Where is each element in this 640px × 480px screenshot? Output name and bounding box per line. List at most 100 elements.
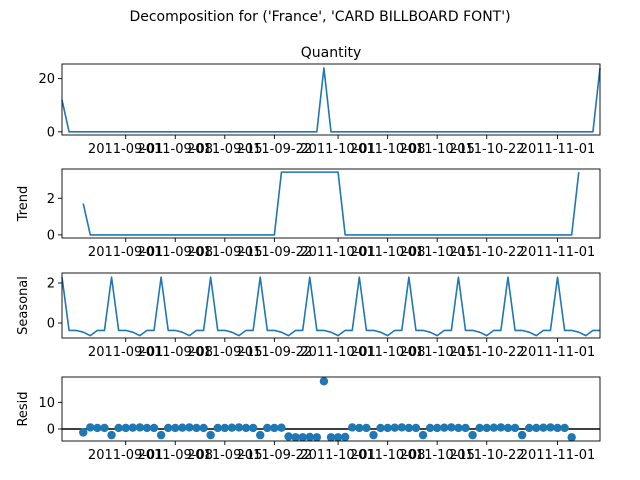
resid-point bbox=[107, 430, 116, 440]
observed-title: Quantity bbox=[301, 45, 362, 61]
resid-point bbox=[213, 423, 222, 433]
resid-xtick-label: 2011-10-22 bbox=[449, 448, 525, 463]
seasonal-ytick-label: 0 bbox=[47, 317, 55, 332]
resid-point bbox=[206, 430, 215, 440]
resid-point bbox=[418, 430, 428, 440]
observed-xtick-label: 2011-10-22 bbox=[449, 142, 525, 157]
resid-point bbox=[461, 423, 470, 433]
seasonal-xtick-label: 2011-09-22 bbox=[237, 345, 313, 360]
seasonal-xtick-label: 2011-10-08 bbox=[350, 345, 426, 360]
resid-point bbox=[156, 430, 166, 440]
resid-point bbox=[475, 423, 484, 433]
resid-point bbox=[305, 432, 314, 442]
trend-xtick-label: 2011-11-01 bbox=[520, 245, 596, 260]
resid-point bbox=[234, 423, 244, 432]
resid-point bbox=[114, 423, 123, 433]
trend-ytick-label: 2 bbox=[47, 192, 55, 207]
resid-axes-frame bbox=[61, 376, 601, 442]
observed-xtick-label: 2011-09-01 bbox=[88, 142, 164, 157]
resid-point bbox=[340, 432, 350, 442]
resid-point bbox=[312, 433, 322, 442]
seasonal-xtick-label: 2011-10-15 bbox=[399, 345, 475, 360]
resid-point bbox=[100, 423, 109, 433]
resid-point bbox=[489, 423, 499, 432]
resid-point bbox=[121, 423, 130, 433]
resid-point bbox=[553, 423, 562, 433]
resid-point bbox=[270, 423, 279, 433]
figure-suptitle: Decomposition for ('France', 'CARD BILLB… bbox=[129, 9, 510, 25]
resid-point bbox=[277, 423, 286, 432]
resid-point bbox=[411, 423, 421, 433]
seasonal-xtick-label: 2011-09-15 bbox=[187, 345, 263, 360]
resid-point bbox=[567, 433, 576, 442]
resid-point bbox=[425, 423, 435, 433]
resid-point bbox=[447, 423, 456, 432]
resid-point bbox=[178, 423, 187, 432]
trend-ytick-label: 0 bbox=[47, 228, 55, 243]
resid-point bbox=[185, 423, 194, 432]
resid-xtick-label: 2011-09-15 bbox=[187, 448, 263, 463]
resid-point bbox=[227, 423, 237, 432]
observed-xtick-label: 2011-10-08 bbox=[350, 142, 426, 157]
resid-point bbox=[220, 423, 230, 433]
resid-point bbox=[468, 430, 477, 440]
resid-point bbox=[390, 423, 399, 432]
resid-point bbox=[333, 433, 343, 442]
resid-point bbox=[496, 423, 506, 432]
resid-point bbox=[163, 423, 173, 433]
resid-point bbox=[362, 423, 371, 433]
trend-xtick-label: 2011-10-01 bbox=[300, 245, 376, 260]
trend-panel: Trend022011-09-012011-09-082011-09-15201… bbox=[16, 168, 601, 260]
resid-xtick-label: 2011-09-01 bbox=[88, 448, 164, 463]
resid-point bbox=[171, 423, 180, 433]
resid-point bbox=[546, 423, 555, 432]
resid-point bbox=[326, 433, 336, 442]
resid-point bbox=[432, 423, 442, 433]
resid-ytick-label: 10 bbox=[38, 396, 55, 411]
seasonal-ytick-label: 2 bbox=[47, 277, 55, 292]
resid-point bbox=[284, 432, 293, 441]
resid-xtick-label: 2011-11-01 bbox=[520, 448, 596, 463]
trend-series-line bbox=[82, 171, 580, 236]
resid-point bbox=[199, 423, 208, 433]
resid-point bbox=[517, 430, 527, 440]
resid-point bbox=[248, 423, 258, 433]
observed-ytick-label: 0 bbox=[47, 125, 55, 140]
resid-ylabel: Resid bbox=[16, 391, 31, 426]
trend-xtick-label: 2011-10-22 bbox=[449, 245, 525, 260]
seasonal-xtick-label: 2011-11-01 bbox=[520, 345, 596, 360]
observed-xtick-label: 2011-11-01 bbox=[520, 142, 596, 157]
trend-ylabel: Trend bbox=[16, 186, 31, 223]
observed-ytick-label: 20 bbox=[38, 72, 55, 87]
resid-point bbox=[319, 377, 329, 386]
resid-point bbox=[263, 423, 272, 433]
observed-xtick-label: 2011-09-15 bbox=[187, 142, 263, 157]
resid-point bbox=[79, 428, 88, 437]
resid-point bbox=[135, 423, 145, 432]
trend-axes-frame bbox=[61, 168, 601, 239]
resid-xtick-label: 2011-10-08 bbox=[350, 448, 426, 463]
resid-ytick-label: 0 bbox=[47, 423, 55, 438]
trend-xtick-label: 2011-09-15 bbox=[187, 245, 263, 260]
panels-group: Quantity0202011-09-012011-09-082011-09-1… bbox=[16, 45, 601, 463]
resid-point bbox=[291, 433, 300, 442]
resid-point bbox=[454, 423, 463, 433]
resid-point bbox=[525, 423, 534, 433]
resid-point bbox=[128, 423, 137, 432]
resid-point bbox=[256, 430, 265, 440]
resid-point bbox=[539, 423, 548, 432]
seasonal-xtick-label: 2011-10-22 bbox=[449, 345, 525, 360]
resid-panel: Resid0102011-09-012011-09-082011-09-1520… bbox=[16, 376, 601, 463]
resid-point bbox=[369, 430, 378, 440]
resid-point bbox=[503, 423, 513, 433]
resid-point bbox=[440, 423, 449, 432]
resid-point bbox=[376, 423, 385, 433]
resid-point bbox=[192, 423, 201, 433]
trend-xtick-label: 2011-09-08 bbox=[137, 245, 213, 260]
seasonal-panel: Seasonal 0 2 2011-09-012011-09-082011-09-15… bbox=[16, 272, 601, 360]
resid-point bbox=[482, 423, 491, 433]
observed-xtick-label: 2011-09-08 bbox=[137, 142, 213, 157]
seasonal-ylabel: Seasonal bbox=[16, 276, 31, 335]
resid-point bbox=[348, 423, 357, 432]
